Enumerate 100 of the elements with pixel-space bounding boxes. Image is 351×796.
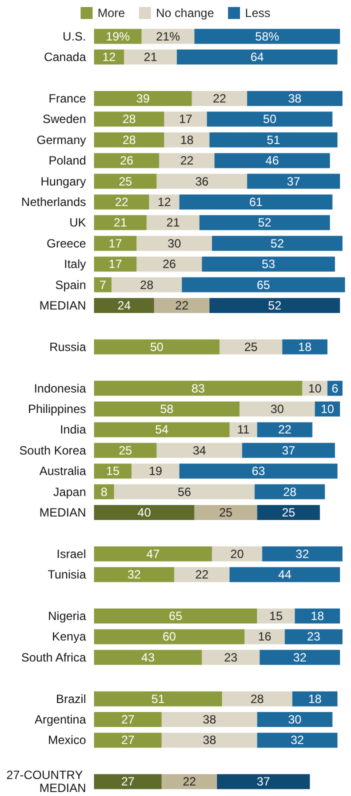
data-label: 32 <box>127 568 142 582</box>
y-tick-label: Nigeria <box>48 609 86 624</box>
data-label: 28 <box>140 278 154 292</box>
bar <box>94 691 222 706</box>
data-label: 10 <box>308 381 322 396</box>
bar <box>94 256 137 272</box>
bar <box>230 567 340 582</box>
data-label: 52 <box>270 236 284 250</box>
data-label: 39 <box>136 91 150 106</box>
data-label: 37 <box>256 774 270 789</box>
data-label: 17 <box>108 257 122 272</box>
y-tick-label: Canada <box>44 50 86 64</box>
data-label: 25 <box>118 174 132 188</box>
y-tick-label: Australia <box>39 464 86 478</box>
bar <box>209 132 338 148</box>
y-tick-label: France <box>48 91 86 106</box>
y-tick-label: Poland <box>48 154 86 168</box>
data-label: 58 <box>160 402 174 416</box>
data-label: 25 <box>219 506 233 520</box>
bar <box>212 236 342 251</box>
bar <box>194 28 340 44</box>
y-tick-label: MEDIAN <box>39 298 86 312</box>
bar <box>94 236 137 251</box>
data-label: 19% <box>106 29 130 44</box>
bar <box>94 194 150 210</box>
data-label: 32 <box>296 546 310 561</box>
data-label: 18 <box>308 692 322 706</box>
bar <box>164 132 210 148</box>
data-label: 47 <box>146 546 160 561</box>
y-tick-label: Mexico <box>48 733 86 748</box>
data-label: 60 <box>162 630 176 644</box>
data-label: 65 <box>256 278 270 292</box>
bar <box>262 546 342 562</box>
bar <box>94 132 164 148</box>
y-tick-label: Japan <box>53 484 86 499</box>
bar <box>149 194 180 210</box>
bar <box>247 90 342 106</box>
bar <box>94 422 230 438</box>
bar <box>257 505 320 520</box>
bar <box>182 277 345 292</box>
data-label: 26 <box>162 257 176 272</box>
data-label: 43 <box>141 650 155 664</box>
bar <box>284 629 342 644</box>
y-tick-label: Philippines <box>28 402 86 416</box>
data-label: 37 <box>282 443 296 458</box>
data-label: 21 <box>144 50 158 64</box>
bar <box>136 236 212 251</box>
data-label: 83 <box>191 381 206 396</box>
data-label: 11 <box>237 422 250 437</box>
y-tick-label: Sweden <box>42 112 86 126</box>
data-label: 18 <box>180 132 194 147</box>
bar <box>114 484 255 500</box>
y-tick-label: Brazil <box>56 692 86 706</box>
bar <box>162 712 258 728</box>
data-label: 30 <box>288 712 302 727</box>
legend-label: No change <box>156 6 214 20</box>
y-tick-label: Netherlands <box>21 194 86 209</box>
bar <box>174 567 230 582</box>
bar <box>94 712 162 728</box>
bar <box>159 153 214 168</box>
data-label: 22 <box>175 298 189 312</box>
bar <box>94 546 212 562</box>
bar <box>136 256 202 272</box>
bar <box>202 256 335 272</box>
bar <box>94 298 154 313</box>
data-label: 51 <box>151 692 165 706</box>
data-label: 24 <box>117 298 132 312</box>
y-tick-label: Indonesia <box>34 381 86 396</box>
bar <box>282 339 328 354</box>
data-label: 22 <box>114 194 129 209</box>
data-label: 65 <box>168 609 183 624</box>
data-label: 50 <box>263 112 277 126</box>
y-tick-label: South Africa <box>21 650 86 664</box>
bar <box>94 153 160 168</box>
bar <box>94 608 258 624</box>
data-label: 19 <box>148 464 162 478</box>
y-tick-label: Italy <box>64 257 86 272</box>
data-label: 12 <box>158 194 172 209</box>
bar <box>94 442 157 458</box>
data-label: 18 <box>298 340 312 354</box>
bar <box>94 277 112 292</box>
data-label: 21 <box>166 216 180 230</box>
y-tick-label: South Korea <box>19 443 86 458</box>
bar <box>94 380 302 396</box>
y-tick-label: 27-COUNTRY MEDIAN <box>6 768 86 796</box>
bar <box>242 442 335 458</box>
data-label: 58% <box>255 29 280 44</box>
y-tick-label: Spain <box>55 278 86 292</box>
bar <box>194 505 258 520</box>
bar <box>156 442 242 458</box>
bar <box>257 422 312 438</box>
data-label: 21% <box>156 29 180 44</box>
bar <box>94 650 202 665</box>
data-label: 28 <box>122 112 136 126</box>
data-label: 22 <box>182 774 196 789</box>
y-tick-label: UK <box>69 216 86 230</box>
data-label: 61 <box>249 194 263 209</box>
bar <box>247 174 340 189</box>
bar <box>94 215 147 230</box>
bar <box>154 298 210 313</box>
